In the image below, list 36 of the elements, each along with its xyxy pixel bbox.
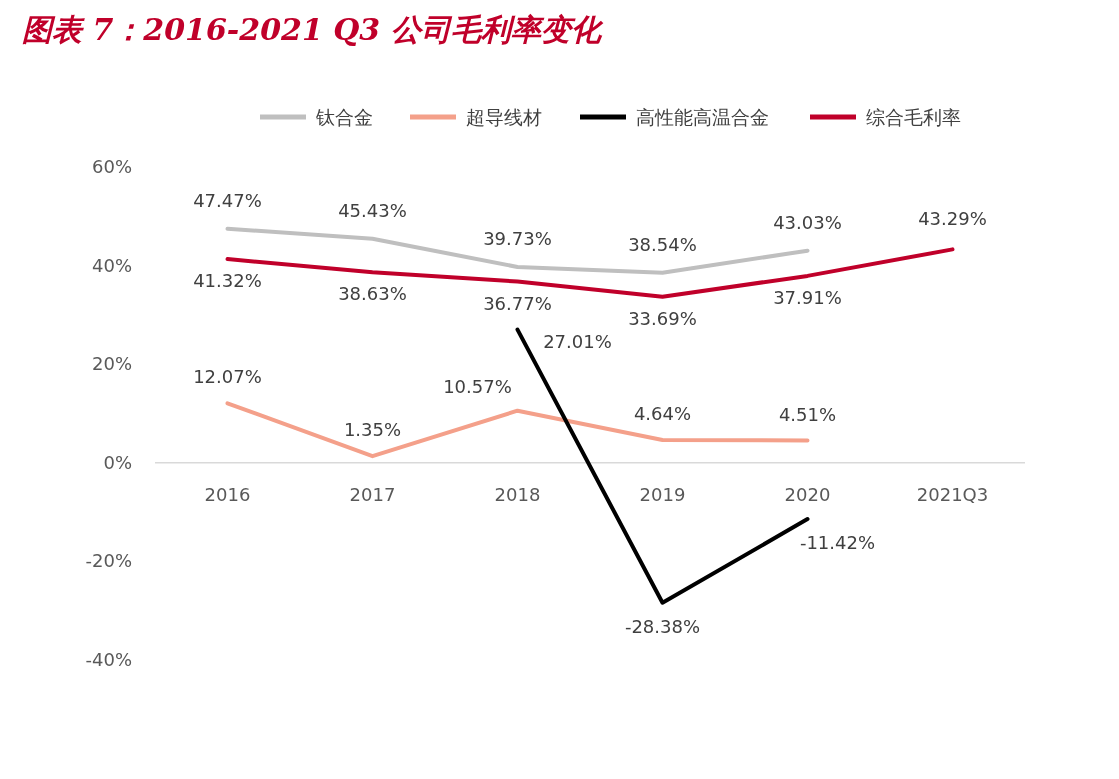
legend-label: 超导线材 xyxy=(466,106,542,128)
data-label: 45.43% xyxy=(338,199,407,221)
legend-label: 综合毛利率 xyxy=(866,106,961,128)
data-label: 27.01% xyxy=(543,330,612,352)
data-label: 37.91% xyxy=(773,286,842,308)
data-label: 4.64% xyxy=(633,402,692,424)
x-tick-label: 2016 xyxy=(204,483,251,505)
x-tick-label: 2021Q3 xyxy=(916,483,989,505)
x-tick-label: 2018 xyxy=(494,483,541,505)
data-label: 38.63% xyxy=(338,283,407,305)
data-label: -28.38% xyxy=(624,615,701,637)
legend-label: 钛合金 xyxy=(315,106,373,128)
data-label: 43.03% xyxy=(773,211,842,233)
y-tick-label: 20% xyxy=(91,353,132,375)
y-tick-label: -40% xyxy=(85,649,132,670)
data-label: 10.57% xyxy=(443,375,512,397)
y-tick-label: -20% xyxy=(85,550,132,572)
data-label: 12.07% xyxy=(193,366,262,388)
data-label: -11.42% xyxy=(799,532,876,554)
data-label: 47.47% xyxy=(193,189,262,211)
data-label: 36.77% xyxy=(483,292,552,314)
x-tick-label: 2020 xyxy=(784,483,831,505)
y-tick-label: 0% xyxy=(103,451,132,473)
data-label: 1.35% xyxy=(343,419,402,441)
data-label: 4.51% xyxy=(778,403,837,425)
legend-label: 高性能高温合金 xyxy=(636,106,769,128)
data-label: 43.29% xyxy=(918,208,987,230)
chart-title: 图表 7：2016-2021 Q3 公司毛利率变化 xyxy=(22,12,604,47)
x-tick-label: 2019 xyxy=(639,483,686,505)
x-tick-label: 2017 xyxy=(349,483,396,505)
y-tick-label: 40% xyxy=(91,254,132,276)
y-tick-label: 60% xyxy=(91,156,132,177)
data-label: 41.32% xyxy=(193,270,262,292)
data-label: 33.69% xyxy=(628,307,697,329)
data-label: 39.73% xyxy=(483,227,552,249)
data-label: 38.54% xyxy=(628,233,697,255)
